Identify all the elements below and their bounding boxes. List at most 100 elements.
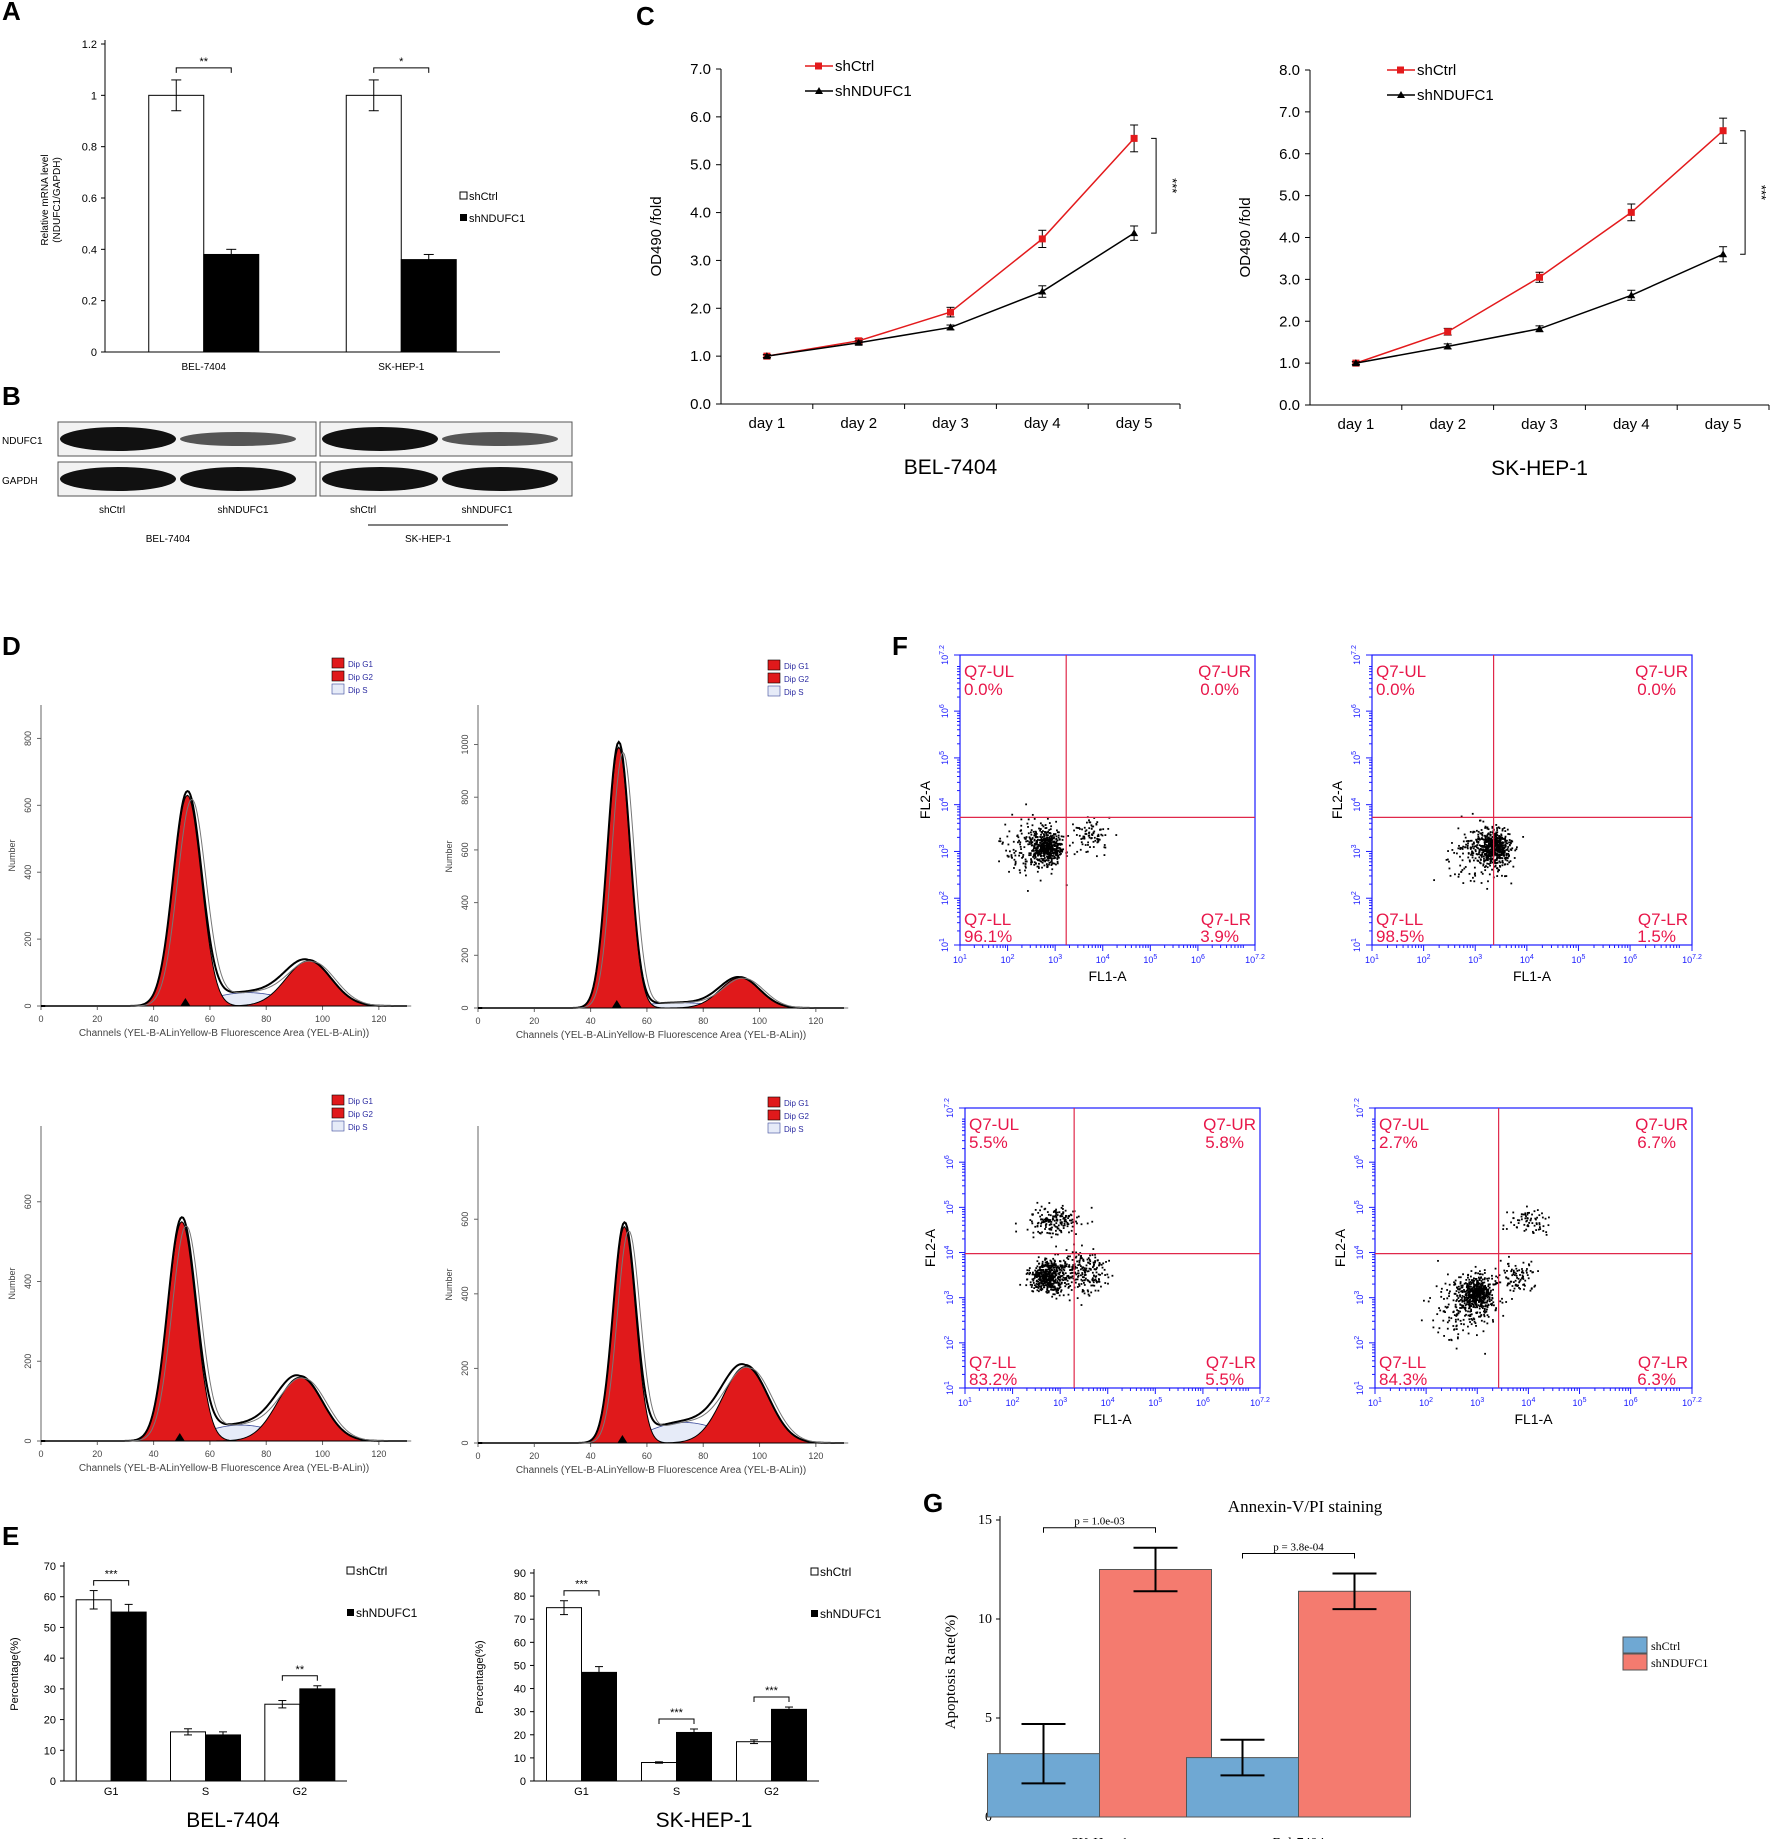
event-dot — [1470, 1308, 1473, 1311]
legend-swatch — [331, 670, 345, 682]
event-dot — [1044, 837, 1047, 840]
event-dot — [1531, 1222, 1534, 1224]
blot-lane-label: shNDUFC1 — [461, 505, 513, 516]
event-dot — [1044, 1259, 1046, 1261]
x-tick-label: 80 — [698, 1016, 708, 1026]
event-dot — [1459, 846, 1462, 849]
event-dot — [1076, 1260, 1079, 1263]
event-dot — [1051, 1272, 1054, 1275]
event-dot — [1063, 1216, 1065, 1219]
event-dot — [1478, 853, 1480, 856]
event-dot — [1039, 1271, 1041, 1274]
event-dot — [1048, 1282, 1051, 1285]
event-dot — [1014, 863, 1017, 866]
event-dot — [1045, 847, 1048, 850]
event-dot — [1518, 1269, 1521, 1272]
event-dot — [1469, 1288, 1472, 1291]
event-dot — [1059, 851, 1061, 853]
shndufc1-marker — [1719, 250, 1728, 258]
event-dot — [1058, 1276, 1061, 1279]
quadrant-ul-pct: 2.7% — [1379, 1133, 1418, 1152]
event-dot — [1473, 1283, 1475, 1286]
event-dot — [1446, 1273, 1449, 1276]
shctrl-marker — [1627, 208, 1635, 216]
event-dot — [1046, 1231, 1049, 1234]
event-dot — [1469, 1298, 1471, 1301]
event-dot — [1484, 841, 1486, 843]
event-dot — [1463, 833, 1466, 836]
event-dot — [1489, 845, 1492, 848]
event-dot — [1020, 832, 1023, 835]
event-dot — [1030, 841, 1032, 843]
y-tick-label: 105 — [1351, 751, 1362, 765]
event-dot — [1050, 858, 1053, 861]
y-tick-label: 1 — [91, 90, 97, 102]
significance-label: * — [399, 56, 404, 68]
event-dot — [1486, 849, 1488, 852]
x-category-label: SK-HEP-1 — [378, 362, 425, 373]
significance-label: ** — [296, 1664, 305, 1676]
y-tick-label: 107.2 — [944, 1098, 955, 1118]
event-dot — [1036, 852, 1039, 854]
event-dot — [1063, 1266, 1066, 1269]
event-dot — [1022, 855, 1024, 858]
event-dot — [1477, 1276, 1480, 1279]
event-dot — [1065, 1276, 1068, 1279]
tick-exponent: 1 — [1375, 954, 1379, 961]
tick-base: 10 — [940, 755, 950, 765]
event-dot — [1453, 1328, 1456, 1331]
event-dot — [1025, 860, 1028, 863]
event-dot — [1091, 1277, 1094, 1280]
event-dot — [1043, 835, 1046, 838]
event-dot — [1089, 1260, 1092, 1263]
x-tick-label: 101 — [953, 954, 967, 965]
event-dot — [1038, 844, 1040, 847]
event-dot — [1048, 837, 1051, 839]
event-dot — [1474, 1297, 1477, 1300]
event-dot — [1075, 1220, 1077, 1223]
event-dot — [1056, 845, 1059, 848]
legend-label: Dip G2 — [348, 1110, 373, 1119]
x-axis-label: FL1-A — [1088, 968, 1127, 984]
event-dot — [1060, 1222, 1062, 1224]
event-dot — [1496, 831, 1499, 834]
event-dot — [1076, 827, 1079, 829]
event-dot — [1472, 1305, 1475, 1308]
event-dot — [1480, 1287, 1483, 1290]
event-dot — [1037, 865, 1040, 868]
event-dot — [1479, 1315, 1482, 1318]
event-dot — [1076, 1297, 1079, 1300]
event-dot — [1039, 839, 1042, 841]
tick-base: 10 — [1571, 955, 1581, 965]
event-dot — [1471, 1299, 1474, 1302]
event-dot — [1037, 1280, 1040, 1283]
tick-exponent: 6 — [939, 704, 946, 708]
event-dot — [1035, 842, 1038, 844]
event-dot — [1084, 830, 1087, 833]
event-dot — [1035, 848, 1038, 850]
event-dot — [1479, 858, 1482, 861]
event-dot — [1463, 867, 1466, 870]
event-dot — [1050, 1268, 1053, 1271]
event-dot — [1469, 846, 1472, 849]
event-dot — [1062, 835, 1065, 838]
event-dot — [1058, 838, 1061, 841]
event-dot — [1037, 1290, 1040, 1293]
event-dot — [1088, 834, 1091, 837]
event-dot — [1427, 1300, 1430, 1303]
event-dot — [1058, 1287, 1061, 1290]
event-dot — [1045, 1257, 1048, 1260]
event-dot — [1508, 1255, 1510, 1258]
event-dot — [1080, 1257, 1083, 1260]
event-dot — [1101, 1266, 1104, 1269]
event-dot — [1476, 1334, 1478, 1337]
event-dot — [1513, 1271, 1516, 1274]
event-dot — [1483, 1308, 1486, 1310]
event-dot — [1454, 1320, 1457, 1323]
event-dot — [1496, 856, 1499, 859]
event-dot — [1083, 826, 1086, 829]
x-tick-label: 107.2 — [1250, 1397, 1270, 1408]
event-dot — [1511, 847, 1514, 850]
event-dot — [1035, 862, 1037, 865]
event-dot — [1459, 1307, 1462, 1309]
